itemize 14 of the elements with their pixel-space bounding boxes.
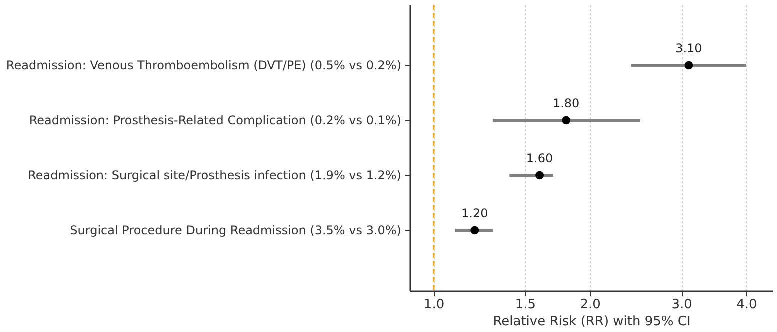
y-tick-label: Readmission: Venous Thromboembolism (DVT/PE) (0.5% vs 0.2%) (6, 58, 402, 72)
x-tick-label: 3.0 (672, 298, 692, 312)
data-label: 1.20 (462, 206, 488, 220)
data-label: 1.60 (526, 152, 554, 166)
data-label: 1.80 (552, 96, 580, 110)
x-axis-title: Relative Risk (RR) with 95% CI (493, 314, 691, 330)
y-tick-label: Readmission: Prosthesis-Related Complication (0.2% vs 0.1%) (29, 114, 402, 128)
x-tick-label: 2.0 (580, 298, 601, 312)
x-tick-label: 4.0 (736, 298, 758, 312)
y-tick-label: Readmission: Surgical site/Prosthesis infection (1.9% vs 1.2%) (28, 168, 402, 182)
x-tick-label: 1.0 (424, 298, 445, 312)
x-tick-label: 1.5 (515, 298, 536, 312)
data-label: 3.10 (676, 42, 702, 56)
y-tick-label: Surgical Procedure During Readmission (3.5% vs 3.0%) (70, 224, 402, 238)
